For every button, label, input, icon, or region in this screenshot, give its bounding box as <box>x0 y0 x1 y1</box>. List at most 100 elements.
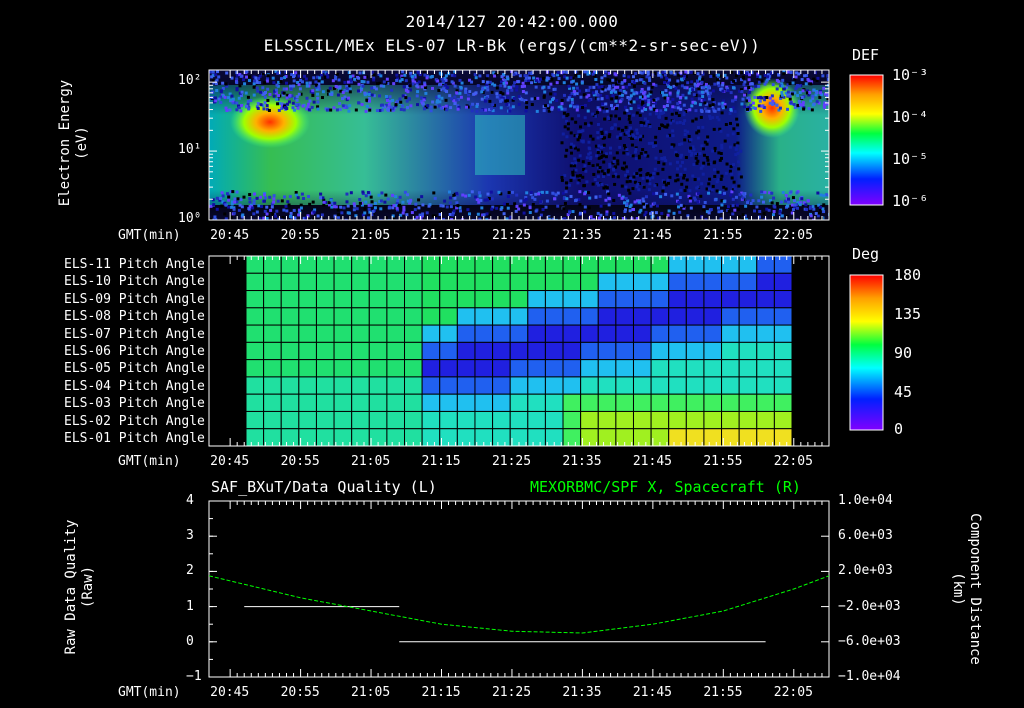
spec-pixel <box>332 86 336 90</box>
spec-pixel <box>778 209 782 213</box>
spec-pixel <box>654 211 658 215</box>
spec-pixel <box>506 195 510 199</box>
spec-pixel <box>816 214 820 218</box>
spec-pixel <box>494 72 498 76</box>
spec-pixel <box>666 178 670 182</box>
spec-pixel <box>744 218 748 220</box>
spec-pixel <box>535 77 539 81</box>
spec-pixel <box>713 168 717 172</box>
spec-pixel <box>481 213 485 217</box>
spec-pixel <box>325 72 329 76</box>
spec-pixel <box>632 208 636 212</box>
spec-pixel <box>560 178 564 182</box>
pitch-cell <box>650 324 670 343</box>
spec-pixel <box>474 195 478 199</box>
spec-pixel <box>261 86 265 90</box>
spec-pixel <box>508 216 512 220</box>
spec-pixel <box>505 102 509 106</box>
spec-pixel <box>720 203 724 207</box>
spec-pixel <box>292 79 296 83</box>
spec-pixel <box>338 107 342 111</box>
spec-pixel <box>523 99 527 103</box>
pitch-cell <box>280 341 300 361</box>
spec-pixel <box>732 163 736 167</box>
spec-pixel <box>502 72 506 76</box>
spec-pixel <box>587 152 591 156</box>
spec-pixel <box>625 148 629 152</box>
spec-pixel <box>385 99 389 103</box>
spec-pixel <box>605 186 609 190</box>
pitch-cell <box>668 272 687 292</box>
spec-pixel <box>405 213 409 217</box>
spec-pixel <box>696 159 700 163</box>
spec-pixel <box>759 109 763 113</box>
spec-pixel <box>266 87 270 91</box>
spec-pixel <box>596 97 600 101</box>
spec-pixel <box>805 208 809 212</box>
pitch-cell <box>580 376 599 395</box>
pitch-cell <box>597 324 617 343</box>
spec-pixel <box>557 105 561 109</box>
spec-pixel <box>676 106 680 110</box>
time-tick-2-8: 22:05 <box>773 454 813 469</box>
spec-pixel <box>624 196 628 200</box>
spec-pixel <box>707 191 711 195</box>
spec-pixel <box>711 107 715 111</box>
spec-pixel <box>327 201 331 205</box>
spec-pixel <box>549 82 553 86</box>
spec-pixel <box>483 198 487 202</box>
spec-pixel <box>564 154 568 158</box>
spec-pixel <box>272 94 276 98</box>
spec-pixel <box>786 93 790 97</box>
spec-pixel <box>573 92 577 96</box>
spec-pixel <box>698 77 702 81</box>
spec-pixel <box>574 161 578 165</box>
pitch-cell <box>509 307 529 326</box>
spec-pixel <box>443 76 447 80</box>
spec-pixel <box>566 127 570 131</box>
spec-pixel <box>215 78 219 82</box>
pitch-cell <box>580 341 599 361</box>
spec-pixel <box>385 77 389 81</box>
spec-pixel <box>271 76 275 80</box>
spec-pixel <box>247 79 251 83</box>
pitch-cell <box>632 324 652 343</box>
spec-pixel <box>644 195 648 199</box>
spec-pixel <box>600 154 604 158</box>
spec-pixel <box>554 193 558 197</box>
spec-pixel <box>818 89 822 93</box>
spec-pixel <box>666 213 670 217</box>
spec-pixel <box>545 190 549 194</box>
spec-pixel <box>293 96 297 100</box>
spec-pixel <box>362 80 366 84</box>
spec-pixel <box>297 83 301 87</box>
spec-pixel <box>310 105 314 109</box>
spec-pixel <box>504 99 508 103</box>
spec-pixel <box>272 197 276 201</box>
spec-pixel <box>386 107 390 111</box>
spec-pixel <box>227 96 231 100</box>
spec-pixel <box>358 201 362 205</box>
spec-pixel <box>503 202 507 206</box>
spec-pixel <box>671 129 675 133</box>
spec-pixel <box>274 214 278 218</box>
spec-pixel <box>734 195 738 199</box>
spec-pixel <box>694 84 698 88</box>
spec-pixel <box>524 196 528 200</box>
spec-pixel <box>569 194 573 198</box>
spec-pixel <box>781 78 785 82</box>
spec-pixel <box>501 92 505 96</box>
spec-pixel <box>517 94 521 98</box>
spec-pixel <box>648 106 652 110</box>
spec-pixel <box>686 214 690 218</box>
spec-pixel <box>406 85 410 89</box>
spec-pixel <box>664 89 668 93</box>
spec-pixel <box>530 72 534 76</box>
pitch-cell <box>439 393 458 412</box>
spec-pixel <box>649 98 653 102</box>
spec-pixel <box>641 91 645 95</box>
p3-ytick-left: 3 <box>186 528 194 544</box>
pitch-cell <box>615 307 634 326</box>
spec-pixel <box>605 109 609 113</box>
spec-pixel <box>402 108 406 112</box>
